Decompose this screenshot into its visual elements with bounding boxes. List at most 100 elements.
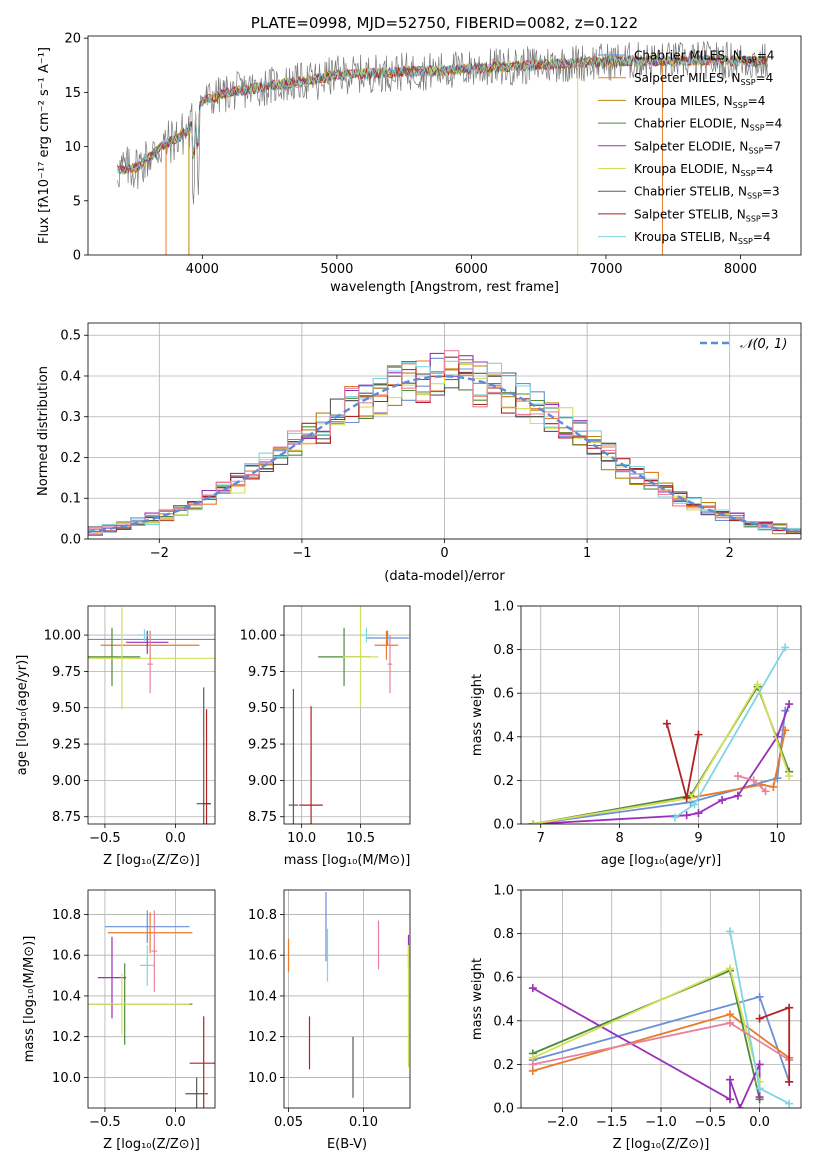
data-point — [785, 700, 794, 709]
data-point — [682, 811, 691, 820]
x-tick-label: −0.5 — [695, 1115, 727, 1130]
y-tick-label: 0.4 — [493, 1014, 514, 1029]
y-tick-label: 0.4 — [60, 369, 81, 384]
data-point — [785, 1077, 794, 1086]
data-point — [769, 782, 778, 791]
data-point — [528, 984, 537, 993]
x-tick-label: 0.10 — [349, 1115, 378, 1130]
y-axis-label: age [log₁₀(age/yr)] — [15, 655, 30, 776]
y-tick-label: 0.0 — [60, 533, 81, 548]
data-point — [528, 820, 537, 824]
data-point — [726, 1075, 735, 1084]
x-tick-label: 0.0 — [165, 1115, 186, 1130]
y-tick-label: 8.75 — [248, 810, 277, 825]
y-axis-label: Normed distribution — [36, 366, 51, 496]
x-tick-label: −2 — [150, 546, 169, 561]
axes-frame — [87, 889, 216, 1109]
data-point — [785, 772, 794, 781]
y-tick-label: 0.0 — [493, 818, 514, 833]
y-tick-label: 9.25 — [248, 738, 277, 753]
x-tick-label: −1.0 — [645, 1115, 677, 1130]
series-line — [532, 730, 787, 824]
age-vs-Z-panel: −0.5 0.0 8.75 9.00 9.25 9.50 9.75 10.00 Z [log₁₀… — [15, 605, 216, 868]
x-tick-label: −1 — [292, 546, 311, 561]
normal-curve — [88, 375, 799, 534]
series-line — [666, 723, 700, 799]
legend-entry: Kroupa STELIB, NSSP=4 — [634, 230, 771, 246]
x-tick-label: 2 — [726, 546, 734, 561]
x-tick-label: 8000 — [724, 262, 757, 277]
y-tick-label: 9.00 — [248, 774, 277, 789]
massweight-vs-age-panel: 7 8 9 10 0.0 0.2 0.4 0.6 0.8 1.0 age [log₁₀(age/yr… — [470, 600, 802, 868]
axes-frame — [87, 322, 802, 540]
y-tick-label: 10.4 — [248, 989, 277, 1004]
data-point — [755, 1060, 764, 1069]
y-tick-label: 1.0 — [493, 884, 514, 899]
y-axis-label: Flux [fλ10⁻¹⁷ erg cm⁻² s⁻¹ A⁻¹] — [37, 47, 52, 244]
data-point — [726, 1095, 735, 1104]
x-tick-label: 0.0 — [165, 831, 186, 846]
points — [88, 910, 215, 1108]
x-tick-label: 4000 — [186, 262, 219, 277]
y-axis-label: mass weight — [470, 958, 485, 1040]
y-tick-label: 10.8 — [248, 908, 277, 923]
y-tick-label: 0.2 — [493, 774, 514, 789]
x-tick-label: 7 — [537, 831, 545, 846]
x-axis-label: E(B-V) — [327, 1137, 367, 1152]
axes-frame — [283, 889, 411, 1109]
data-point — [753, 680, 762, 689]
data-point — [662, 719, 671, 728]
y-tick-label: 10.2 — [52, 1030, 81, 1045]
age-vs-mass-panel: 10.0 10.5 8.75 9.00 9.25 9.50 9.75 10.00 mass [l… — [240, 605, 411, 868]
data-point — [718, 796, 727, 805]
legend-entry: 𝒩(0, 1) — [740, 337, 787, 352]
data-point — [761, 787, 770, 796]
legend-entry: Chabrier ELODIE, NSSP=4 — [634, 117, 782, 133]
y-tick-label: 9.75 — [248, 665, 277, 680]
mass-vs-Z-panel: −0.5 0.0 10.0 10.2 10.4 10.6 10.8 Z [log₁₀(Z/Z⊙… — [22, 889, 216, 1152]
y-tick-label: 0.6 — [493, 971, 514, 986]
x-axis-label: age [log₁₀(age/yr)] — [601, 853, 722, 868]
axes-frame — [87, 605, 216, 825]
x-tick-label: 10.0 — [287, 831, 316, 846]
model-line — [117, 55, 768, 176]
legend-entry: Kroupa MILES, NSSP=4 — [634, 94, 765, 110]
residuals-panel: −2 −1 0 1 2 0.0 0.1 0.2 0.3 0.4 0.5 (data-model)/er… — [36, 322, 802, 584]
y-tick-label: 10.6 — [248, 949, 277, 964]
data-point — [749, 776, 758, 785]
x-tick-label: −1.5 — [596, 1115, 628, 1130]
x-axis-label: wavelength [Angstrom, rest frame] — [330, 280, 559, 295]
data-point — [755, 992, 764, 1001]
y-tick-label: 9.00 — [52, 774, 81, 789]
data-point — [733, 772, 742, 781]
y-tick-label: 10.00 — [44, 629, 81, 644]
y-tick-label: 9.75 — [52, 665, 81, 680]
y-tick-label: 10 — [64, 140, 81, 155]
y-tick-label: 0.3 — [60, 410, 81, 425]
y-tick-label: 0.8 — [493, 643, 514, 658]
y-axis-label: mass weight — [470, 674, 485, 756]
y-tick-label: 10.2 — [248, 1030, 277, 1045]
x-tick-label: 9 — [694, 831, 702, 846]
axes-frame — [87, 35, 802, 256]
y-tick-label: 1.0 — [493, 600, 514, 615]
series-line — [532, 969, 761, 1100]
series-line — [532, 967, 761, 1083]
data-point — [726, 1018, 735, 1027]
y-tick-label: 10.4 — [52, 989, 81, 1004]
y-tick-label: 5 — [73, 194, 81, 209]
y-tick-label: 0.8 — [493, 927, 514, 942]
y-tick-label: 8.75 — [52, 810, 81, 825]
x-axis-label: (data-model)/error — [384, 569, 505, 584]
x-axis-label: Z [log₁₀(Z/Z⊙)] — [103, 1137, 200, 1152]
chart-title: PLATE=0998, MJD=52750, FIBERID=0082, z=0… — [251, 14, 638, 32]
axes-frame — [520, 605, 802, 825]
x-tick-label: 6000 — [455, 262, 488, 277]
data-point — [733, 791, 742, 800]
data-point — [755, 1093, 764, 1102]
spectrum-lines — [117, 41, 768, 255]
x-tick-label: 8 — [615, 831, 623, 846]
x-tick-label: 0 — [440, 546, 448, 561]
data-point — [694, 809, 703, 818]
